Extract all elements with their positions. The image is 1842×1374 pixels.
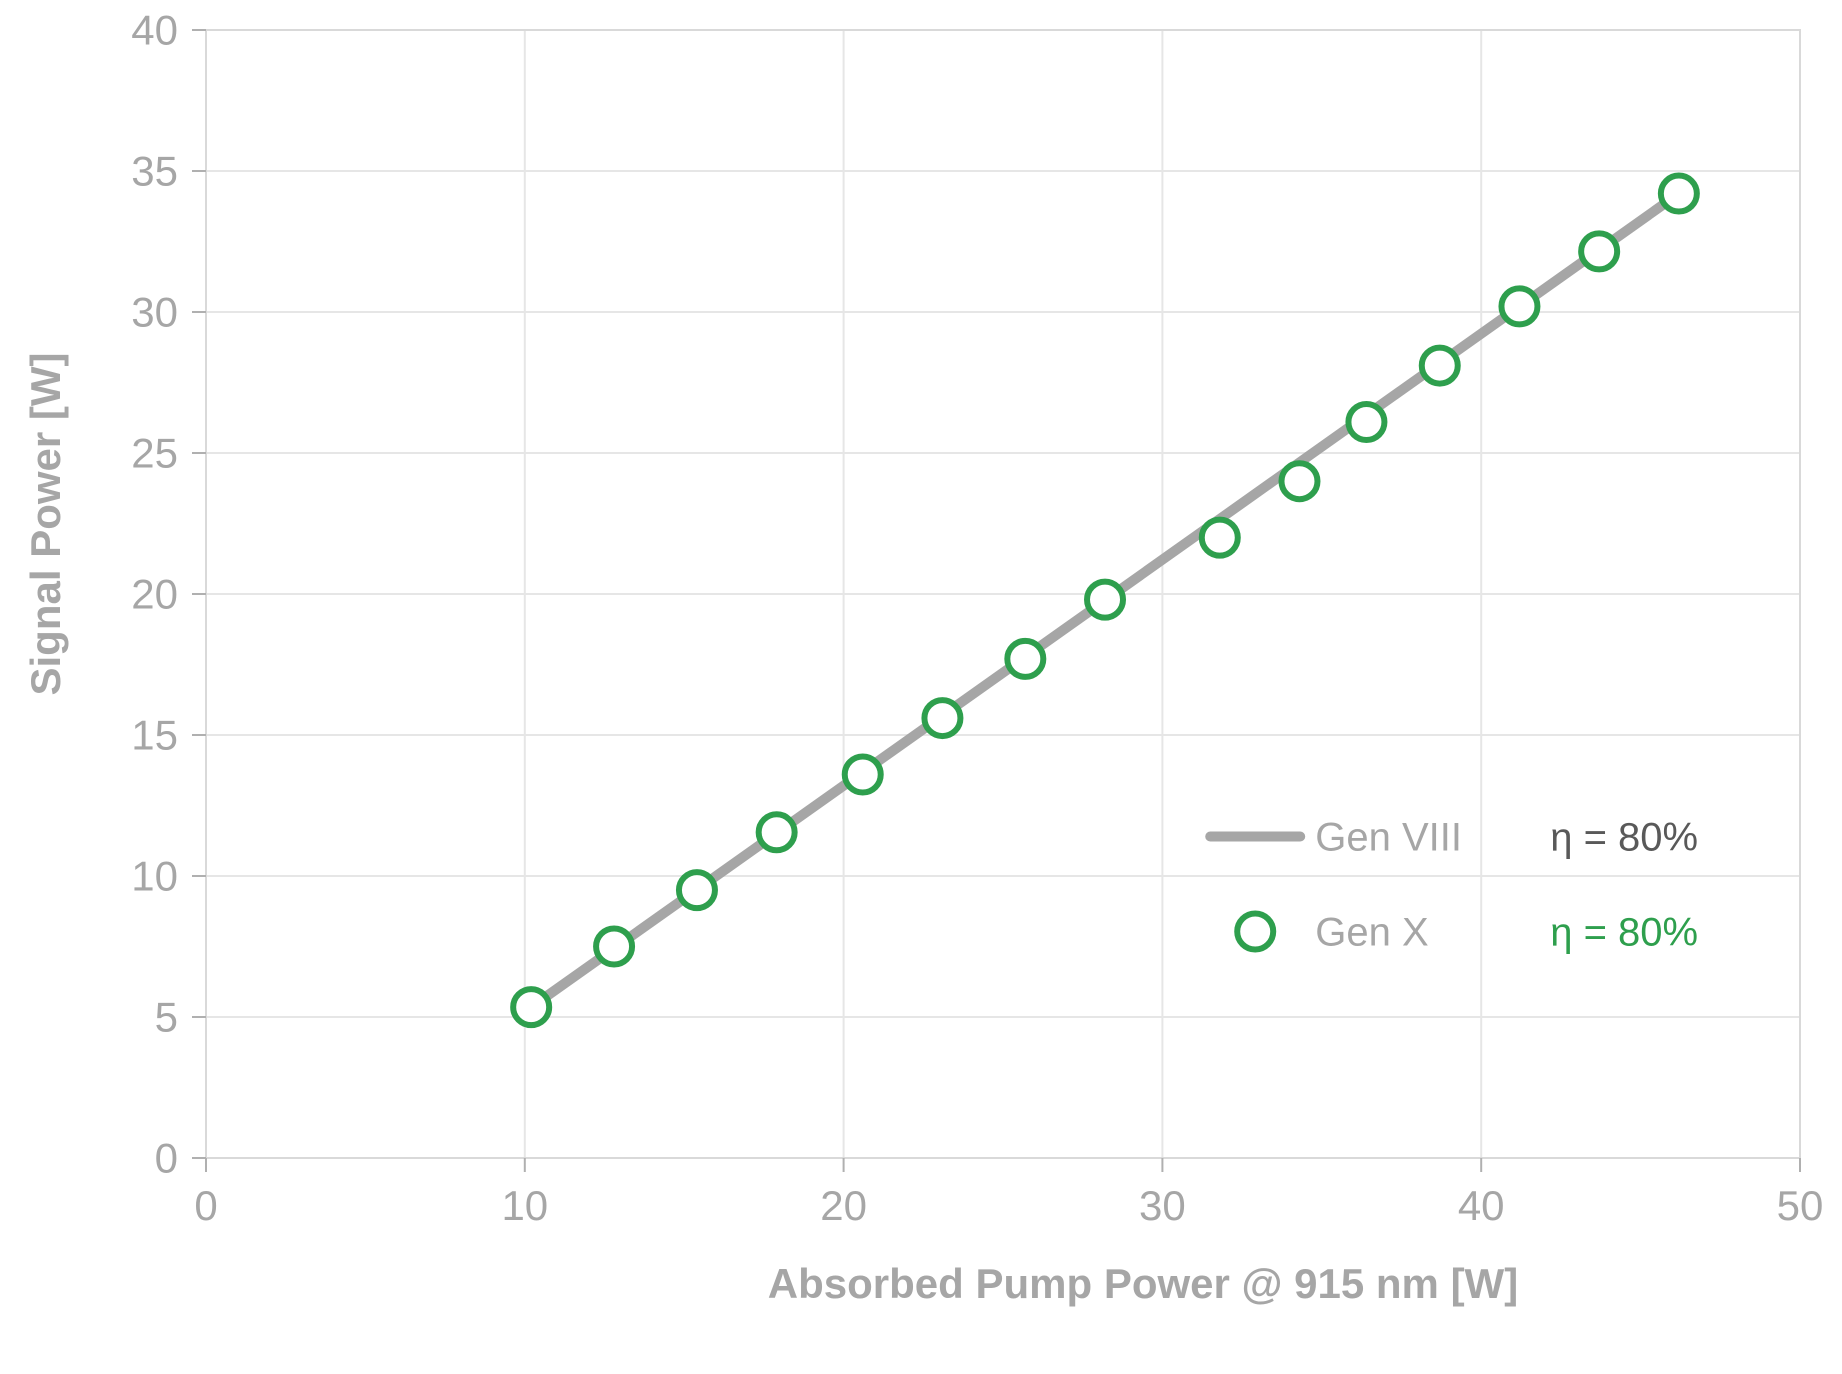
series-marker-gen-x bbox=[1661, 176, 1697, 212]
series-marker-gen-x bbox=[513, 989, 549, 1025]
y-tick-label: 40 bbox=[131, 7, 178, 54]
legend-eta-gen-viii: η = 80% bbox=[1550, 816, 1698, 860]
series-marker-gen-x bbox=[1007, 641, 1043, 677]
y-tick-label: 35 bbox=[131, 148, 178, 195]
x-tick-label: 10 bbox=[501, 1182, 548, 1229]
series-marker-gen-x bbox=[845, 756, 881, 792]
legend-label-gen-viii: Gen VIII bbox=[1315, 816, 1462, 860]
y-tick-label: 30 bbox=[131, 289, 178, 336]
legend-eta-gen-x: η = 80% bbox=[1550, 911, 1698, 955]
series-marker-gen-x bbox=[1422, 348, 1458, 384]
y-tick-label: 25 bbox=[131, 430, 178, 477]
x-tick-label: 30 bbox=[1139, 1182, 1186, 1229]
signal-power-chart: 0 10 20 30 40 50 0 5 10 15 20 25 30 35 40 Absorbed Pump… bbox=[0, 0, 1842, 1374]
x-tick-label: 50 bbox=[1777, 1182, 1824, 1229]
series-marker-gen-x bbox=[1281, 463, 1317, 499]
legend-swatch-marker bbox=[1237, 914, 1273, 950]
x-tick-label: 0 bbox=[194, 1182, 217, 1229]
y-axis-label: Signal Power [W] bbox=[22, 352, 69, 695]
series-marker-gen-x bbox=[1348, 404, 1384, 440]
x-tick-label: 40 bbox=[1458, 1182, 1505, 1229]
y-tick-label: 10 bbox=[131, 853, 178, 900]
y-tick-label: 0 bbox=[155, 1135, 178, 1182]
y-tick-label: 20 bbox=[131, 571, 178, 618]
x-tick-label: 20 bbox=[820, 1182, 867, 1229]
y-tick-label: 5 bbox=[155, 994, 178, 1041]
y-tick-label: 15 bbox=[131, 712, 178, 759]
series-marker-gen-x bbox=[1581, 233, 1617, 269]
series-marker-gen-x bbox=[679, 872, 715, 908]
series-marker-gen-x bbox=[924, 700, 960, 736]
series-marker-gen-x bbox=[1202, 520, 1238, 556]
series-marker-gen-x bbox=[596, 929, 632, 965]
legend-label-gen-x: Gen X bbox=[1315, 911, 1428, 955]
series-marker-gen-x bbox=[1087, 582, 1123, 618]
series-marker-gen-x bbox=[1501, 288, 1537, 324]
series-marker-gen-x bbox=[759, 814, 795, 850]
x-axis-label: Absorbed Pump Power @ 915 nm [W] bbox=[768, 1260, 1518, 1307]
